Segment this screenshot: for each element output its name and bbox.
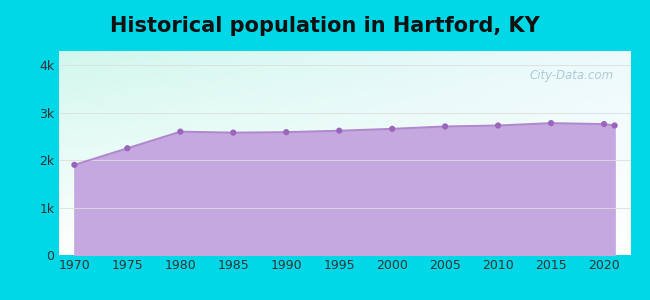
Text: Historical population in Hartford, KY: Historical population in Hartford, KY	[110, 16, 540, 37]
Point	[387, 126, 397, 131]
Point	[334, 128, 345, 133]
Point	[281, 130, 291, 134]
Point	[440, 124, 450, 129]
Point	[122, 146, 133, 151]
Point	[228, 130, 239, 135]
Point	[69, 163, 79, 167]
Point	[175, 129, 185, 134]
Text: City-Data.com: City-Data.com	[529, 69, 614, 82]
Point	[599, 122, 609, 127]
Point	[546, 121, 556, 125]
Point	[610, 123, 620, 128]
Point	[493, 123, 503, 128]
